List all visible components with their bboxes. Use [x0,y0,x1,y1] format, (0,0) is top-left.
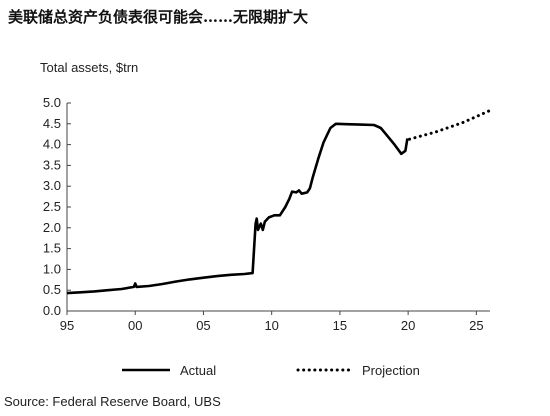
y-axis-label: Total assets, $trn [40,60,139,75]
y-tick-label: 2.0 [43,220,61,235]
y-tick-label: 2.5 [43,199,61,214]
y-tick-label: 4.0 [43,137,61,152]
y-tick-label: 5.0 [43,95,61,110]
series-line-actual [66,122,409,295]
x-axis-ticks: 95 00 05 10 15 20 25 [60,311,484,333]
legend-label-projection: Projection [362,363,420,378]
x-tick-label: 00 [128,318,142,333]
chart-series [66,109,492,295]
legend-label-actual: Actual [180,363,216,378]
y-tick-label: 3.5 [43,157,61,172]
y-tick-label: 3.0 [43,178,61,193]
y-tick-label: 1.5 [43,241,61,256]
x-tick-label: 10 [264,318,278,333]
y-tick-label: 4.5 [43,116,61,131]
y-tick-label: 0.5 [43,282,61,297]
page-title: 美联储总资产负债表很可能会……无限期扩大 [8,8,309,26]
x-tick-label: 95 [60,318,74,333]
series-line-projection [408,109,492,141]
chart-legend: Actual Projection [122,363,420,378]
x-tick-label: 05 [196,318,210,333]
y-tick-label: 0.0 [43,303,61,318]
y-axis-ticks: 0.0 0.5 1.0 1.5 2.0 2.5 3.0 3.5 4.0 4.5 5.0 [43,95,71,318]
source-note: Source: Federal Reserve Board, UBS [4,394,221,409]
x-tick-label: 15 [333,318,347,333]
x-tick-label: 25 [469,318,483,333]
x-tick-label: 20 [401,318,415,333]
y-tick-label: 1.0 [43,261,61,276]
